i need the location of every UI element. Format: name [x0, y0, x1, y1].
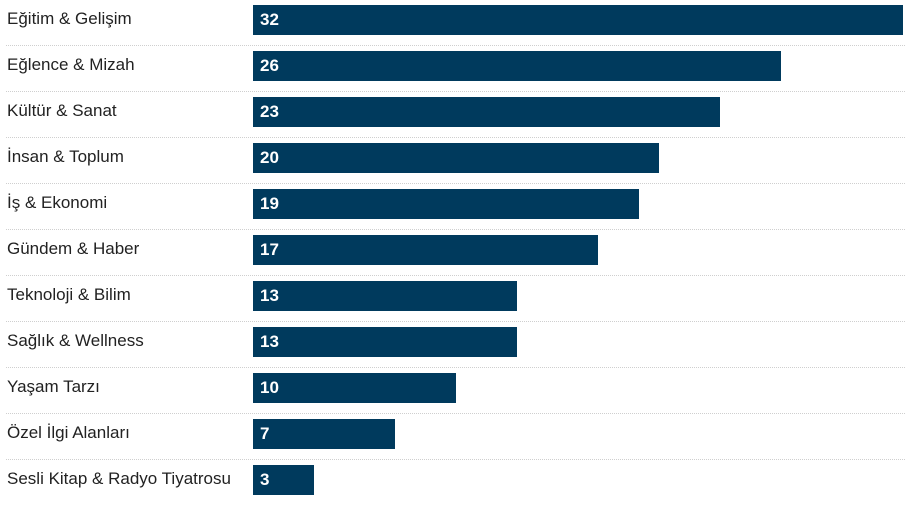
bar-value-label: 7 [260, 424, 270, 443]
bar-value-label: 3 [260, 470, 270, 489]
row-divider [6, 367, 905, 368]
bar [253, 419, 395, 449]
row-divider [6, 137, 905, 138]
row-divider [6, 183, 905, 184]
chart-row: Eğlence & Mizah 26 [0, 46, 905, 92]
category-label: Özel İlgi Alanları [7, 423, 130, 442]
bar-value-label: 26 [260, 56, 279, 75]
bar [253, 327, 517, 357]
bar-value-label: 32 [260, 10, 279, 29]
bar [253, 97, 720, 127]
bar-value-label: 23 [260, 102, 279, 121]
bar-value-label: 13 [260, 286, 279, 305]
row-divider [6, 275, 905, 276]
bar-value-label: 13 [260, 332, 279, 351]
bar [253, 143, 659, 173]
row-divider [6, 91, 905, 92]
bar [253, 189, 639, 219]
category-label: Eğlence & Mizah [7, 55, 135, 74]
row-divider [6, 229, 905, 230]
chart-row: İnsan & Toplum 20 [0, 138, 905, 184]
category-label: İnsan & Toplum [7, 147, 124, 166]
row-divider [6, 321, 905, 322]
chart-row: Gündem & Haber 17 [0, 230, 905, 276]
chart-row: Yaşam Tarzı 10 [0, 368, 905, 414]
category-label: Yaşam Tarzı [7, 377, 100, 396]
chart-row: Sağlık & Wellness 13 [0, 322, 905, 368]
chart-row: Özel İlgi Alanları 7 [0, 414, 905, 460]
chart-row: Sesli Kitap & Radyo Tiyatrosu 3 [0, 460, 905, 506]
category-label: Eğitim & Gelişim [7, 9, 132, 28]
chart-row: Teknoloji & Bilim 13 [0, 276, 905, 322]
category-label: Sağlık & Wellness [7, 331, 144, 350]
bar-value-label: 17 [260, 240, 279, 259]
bar-value-label: 19 [260, 194, 279, 213]
row-divider [6, 459, 905, 460]
bar [253, 281, 517, 311]
bar [253, 5, 903, 35]
category-label: İş & Ekonomi [7, 193, 108, 212]
bar [253, 235, 598, 265]
chart-row: Eğitim & Gelişim 32 [0, 0, 905, 46]
category-label: Kültür & Sanat [7, 101, 117, 120]
bar [253, 51, 781, 81]
bar [253, 373, 456, 403]
row-divider [6, 45, 905, 46]
bar-value-label: 20 [260, 148, 279, 167]
bar-value-label: 10 [260, 378, 279, 397]
category-label: Gündem & Haber [7, 239, 140, 258]
row-divider [6, 413, 905, 414]
category-label: Sesli Kitap & Radyo Tiyatrosu [7, 469, 231, 488]
category-label: Teknoloji & Bilim [7, 285, 131, 304]
chart-row: Kültür & Sanat 23 [0, 92, 905, 138]
chart-row: İş & Ekonomi 19 [0, 184, 905, 230]
bar [253, 465, 314, 495]
